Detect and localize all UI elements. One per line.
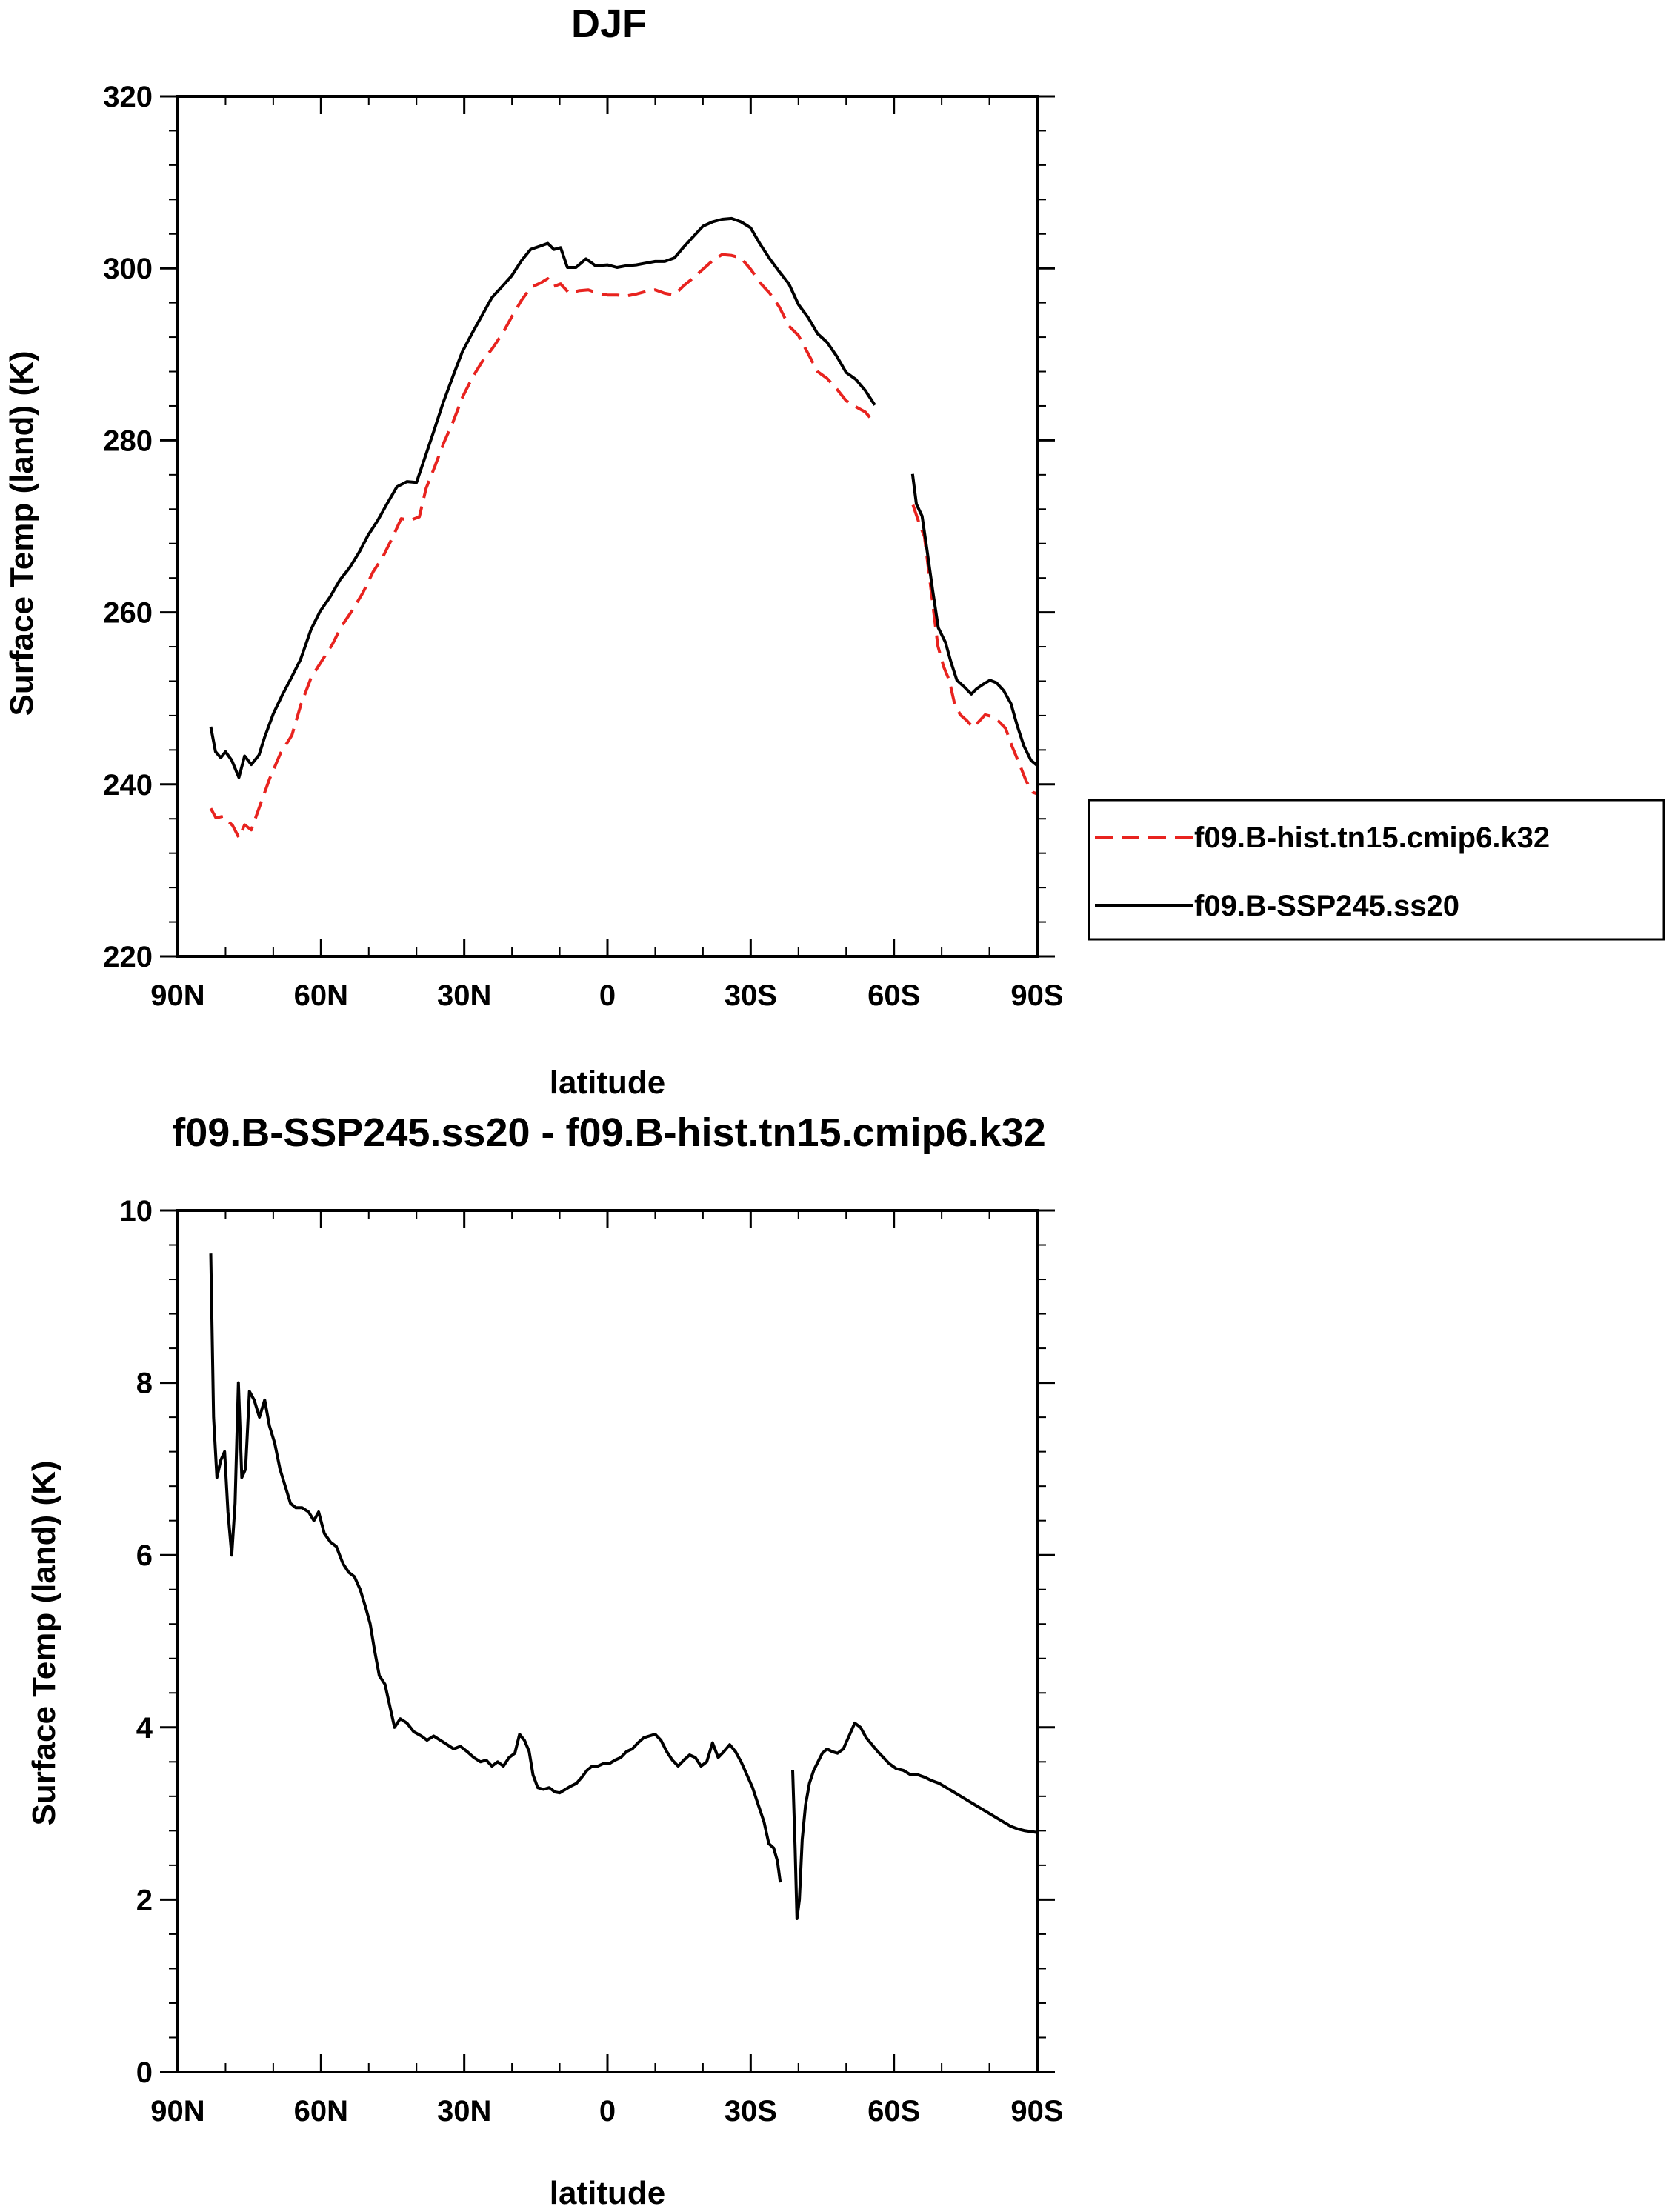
bottom-ytick-label: 0 <box>136 2056 153 2089</box>
bottom-ytick-label: 10 <box>120 1195 153 1227</box>
top-ytick-label: 300 <box>103 253 153 285</box>
top-ytick-label: 320 <box>103 81 153 113</box>
top-series-0-segment-0 <box>209 253 876 839</box>
legend-box <box>1088 799 1665 941</box>
bottom-xtick-label: 30S <box>725 2095 777 2128</box>
top-xtick-label: 30S <box>725 979 777 1012</box>
bottom-ticks: 90N 60N 30N 0 30S 60S 90S 0 2 4 6 8 10 <box>120 1195 1064 2128</box>
top-ylabel: Surface Temp (land) (K) <box>4 350 40 716</box>
bottom-xtick-label: 30N <box>437 2095 491 2128</box>
bottom-series <box>209 1253 1038 1920</box>
top-series-1-segment-0 <box>209 216 876 779</box>
top-ytick-label: 260 <box>103 597 153 630</box>
top-xtick-label: 0 <box>599 979 616 1012</box>
top-ticks: 90N 60N 30N 0 30S 60S 90S 220 240 260 280 300 320 <box>103 81 1063 1012</box>
top-xtick-label: 60N <box>294 979 348 1012</box>
top-xtick-label: 90S <box>1010 979 1063 1012</box>
bottom-title: f09.B-SSP245.ss20 - f09.B-hist.tn15.cmip… <box>172 1110 1046 1155</box>
top-series-1-segment-1 <box>910 473 1039 767</box>
bottom-ytick-label: 8 <box>136 1367 153 1400</box>
top-panel: DJF 90N 60N 30N 0 30S 60S 90S 220 240 260 280 300 32… <box>4 1 1665 1101</box>
bottom-series-0-segment-1 <box>791 1722 1038 1920</box>
top-xtick-label: 90N <box>150 979 204 1012</box>
top-ytick-label: 280 <box>103 424 153 457</box>
legend: f09.B-hist.tn15.cmip6.k32 f09.B-SSP245.s… <box>1088 799 1665 941</box>
bottom-series-0-segment-0 <box>209 1253 782 1883</box>
bottom-xlabel: latitude <box>550 2175 665 2211</box>
top-ytick-label: 220 <box>103 941 153 973</box>
bottom-xtick-label: 0 <box>599 2095 616 2128</box>
top-plot-frame <box>176 95 1039 958</box>
top-xtick-label: 60S <box>867 979 920 1012</box>
bottom-ylabel: Surface Temp (land) (K) <box>26 1460 62 1825</box>
legend-label-ssp: f09.B-SSP245.ss20 <box>1194 890 1459 922</box>
bottom-plot-frame <box>176 1209 1039 2073</box>
top-ytick-label: 240 <box>103 769 153 802</box>
top-xtick-label: 30N <box>437 979 491 1012</box>
top-series-0-segment-1 <box>911 504 1038 796</box>
bottom-xtick-label: 90S <box>1010 2095 1063 2128</box>
top-series <box>209 216 1039 839</box>
bottom-xtick-label: 90N <box>150 2095 204 2128</box>
top-title: DJF <box>571 1 647 46</box>
bottom-ytick-label: 2 <box>136 1884 153 1916</box>
top-xlabel: latitude <box>550 1065 665 1101</box>
bottom-xtick-label: 60S <box>867 2095 920 2128</box>
legend-label-hist: f09.B-hist.tn15.cmip6.k32 <box>1194 822 1550 854</box>
bottom-xtick-label: 60N <box>294 2095 348 2128</box>
bottom-panel: f09.B-SSP245.ss20 - f09.B-hist.tn15.cmip… <box>26 1110 1064 2211</box>
bottom-ytick-label: 6 <box>136 1539 153 1572</box>
bottom-ytick-label: 4 <box>136 1712 153 1745</box>
